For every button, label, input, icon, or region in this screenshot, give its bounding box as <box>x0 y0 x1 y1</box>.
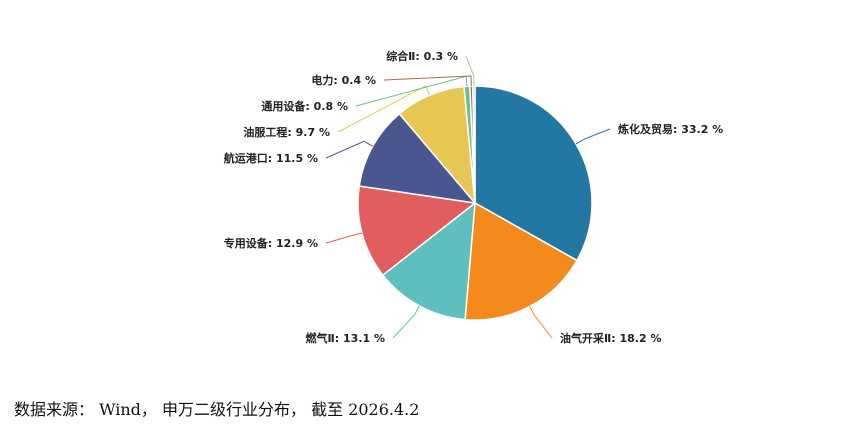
slice-label-5: 航运港口: 11.5 % <box>224 151 318 165</box>
pie-chart: 炼化及贸易: 33.2 % 油气开采Ⅱ: 18.2 % 燃气Ⅱ: 13.1 % 专用设… <box>224 49 723 345</box>
slice-label-9: 综合Ⅱ: 0.3 % <box>386 49 458 63</box>
source-note: 数据来源： Wind， 申万二级行业分布， 截至 2026.4.2 <box>14 400 420 419</box>
leader-line-8 <box>383 75 472 87</box>
leader-line-1 <box>575 128 611 145</box>
slice-label-6: 油服工程: 9.7 % <box>243 125 330 139</box>
pie-slice-4 <box>357 185 477 277</box>
leader-line-3 <box>392 305 420 339</box>
slice-label-1: 炼化及贸易: 33.2 % <box>618 122 723 136</box>
slice-label-7: 通用设备: 0.8 % <box>261 99 348 113</box>
slice-label-8: 电力: 0.4 % <box>311 73 376 87</box>
leader-line-9 <box>465 55 475 87</box>
pie-slice-2 <box>464 201 578 321</box>
pie-slice-1 <box>474 85 593 262</box>
leader-line-6 <box>337 85 431 133</box>
leader-line-2 <box>529 306 553 339</box>
pie-slice-3 <box>381 201 476 321</box>
slice-label-4: 专用设备: 12.9 % <box>224 236 318 250</box>
leader-line-5 <box>325 140 373 159</box>
pie-slice-5 <box>358 112 477 205</box>
leader-lines <box>325 55 611 339</box>
leader-line-4 <box>325 232 363 244</box>
slice-labels: 炼化及贸易: 33.2 % 油气开采Ⅱ: 18.2 % 燃气Ⅱ: 13.1 % 专用设… <box>224 49 723 345</box>
pie-slices <box>357 85 593 321</box>
slice-label-3: 燃气Ⅱ: 13.1 % <box>305 331 385 345</box>
slice-label-2: 油气开采Ⅱ: 18.2 % <box>560 331 661 345</box>
